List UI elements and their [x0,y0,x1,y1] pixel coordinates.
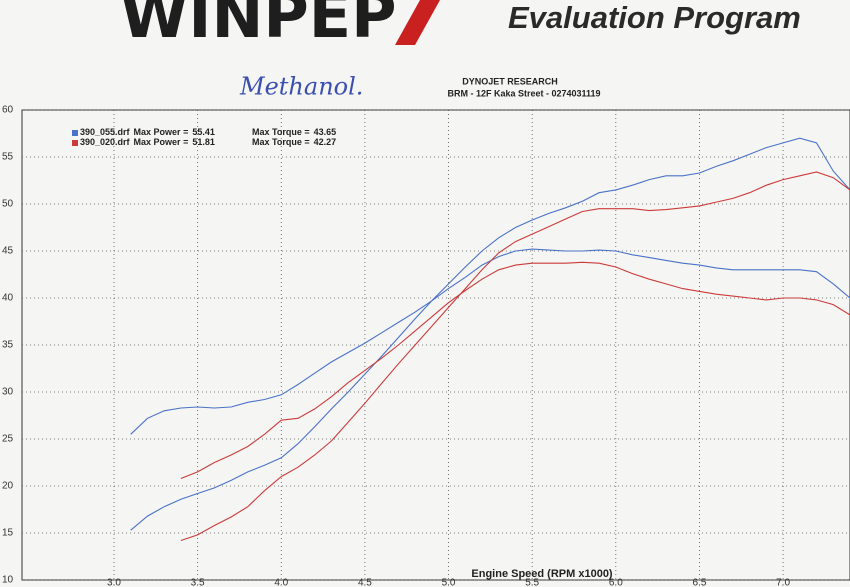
handwritten-note: Methanol. [239,73,363,101]
y-tick-label: 35 [2,340,14,351]
legend-text: 390_020.drf [80,137,131,147]
company: DYNOJET RESEARCH [462,76,558,86]
y-tick-label: 50 [2,199,14,210]
logo-slash [395,0,440,45]
x-tick-label: 6.0 [609,578,623,587]
y-tick-label: 15 [2,528,14,539]
legend-entry: Max Torque = 43.65 [252,127,336,137]
x-tick-label: 5.5 [525,578,539,587]
y-tick-label: 60 [2,105,14,116]
program-title: Evaluation Program [508,0,801,35]
legend-swatch [72,140,78,146]
y-tick-label: 25 [2,434,14,445]
x-tick-label: 4.0 [274,578,288,587]
y-tick-label: 30 [2,387,14,398]
x-tick-label: 3.5 [191,578,205,587]
legend-entry: Max Torque = 42.27 [252,137,336,147]
y-tick-label: 20 [2,481,14,492]
x-axis-label: Engine Speed (RPM x1000) [471,568,613,580]
legend-entry: 390_020.drf Max Power = 51.81 [80,137,215,147]
legend-text: Max Torque = [252,127,310,137]
legend-swatch [72,130,78,136]
y-tick-label: 55 [2,152,14,163]
legend-text: Max Power = [134,137,189,147]
legend-text: 43.65 [314,127,337,137]
legend-text: 42.27 [314,137,337,147]
x-tick-label: 7.0 [776,578,790,587]
y-tick-label: 45 [2,246,14,257]
legend-text: 390_055.drf [80,127,131,137]
legend-text: 55.41 [192,127,215,137]
y-tick-label: 40 [2,293,14,304]
x-tick-label: 4.5 [358,578,372,587]
legend-text: Max Torque = [252,137,310,147]
address: BRM - 12F Kaka Street - 0274031119 [447,88,600,98]
x-tick-label: 6.5 [693,578,707,587]
power-line [130,137,850,531]
torque-line [180,261,850,480]
logo: WINPEP [120,0,397,52]
y-tick-label: 10 [2,575,14,586]
power-line [180,171,850,542]
x-tick-label: 3.0 [107,578,121,587]
legend-text: Max Power = [134,127,189,137]
x-tick-label: 5.0 [442,578,456,587]
legend-text: 51.81 [192,137,215,147]
legend-entry: 390_055.drf Max Power = 55.41 [80,127,215,137]
